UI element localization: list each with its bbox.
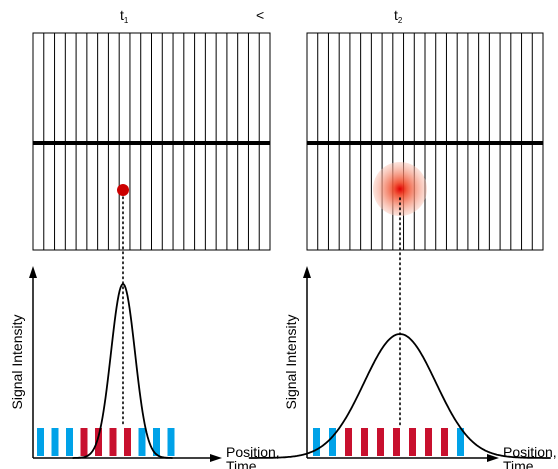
x-axis-label: Position, Time <box>503 444 558 469</box>
time-label-t2: t2 <box>394 7 403 25</box>
time-label-t1: t1 <box>120 7 129 25</box>
signal-graph-1: Signal Intensity Position, Time <box>9 266 284 469</box>
signal-bar-red <box>345 428 352 456</box>
x-axis-label-line2: Time <box>503 458 534 469</box>
diffused-glow <box>373 162 427 216</box>
x-axis-label-line1: Position, <box>226 444 280 460</box>
signal-bars <box>313 428 464 456</box>
y-axis-label: Signal Intensity <box>9 315 25 410</box>
signal-bar-red <box>425 428 432 456</box>
grid-panel-1 <box>32 32 271 251</box>
particle-dot <box>117 184 129 196</box>
x-axis-label-line1: Position, <box>503 444 557 460</box>
signal-bar-blue <box>51 428 59 456</box>
signal-bar-blue <box>329 428 336 456</box>
signal-graph-2: Signal Intensity Position, Time <box>248 266 558 469</box>
signal-bar-blue <box>457 428 464 456</box>
signal-bar-blue <box>37 428 44 456</box>
comparison-sign: < <box>256 7 264 23</box>
signal-bar-blue <box>138 428 146 456</box>
signal-bar-blue <box>313 428 320 456</box>
signal-bar-blue <box>167 428 175 456</box>
signal-bar-red <box>393 428 400 456</box>
signal-bar-red <box>361 428 368 456</box>
y-axis-arrow <box>29 266 37 278</box>
signal-bar-red <box>409 428 416 456</box>
signal-bars <box>37 428 175 456</box>
signal-bar-red <box>124 428 131 456</box>
x-axis-label: Position, Time <box>226 444 284 469</box>
y-axis-label: Signal Intensity <box>283 315 299 410</box>
x-axis-arrow <box>210 454 222 462</box>
signal-bar-red <box>95 428 102 456</box>
grid-panel-2 <box>306 32 544 251</box>
signal-bar-blue <box>153 428 160 456</box>
y-axis-arrow <box>303 266 311 278</box>
signal-bar-red <box>441 428 448 456</box>
signal-bar-red <box>109 428 117 456</box>
signal-bar-red <box>377 428 384 456</box>
signal-curve <box>72 283 173 459</box>
x-axis-label-line2: Time <box>226 458 257 469</box>
signal-curve <box>248 333 551 459</box>
x-axis-arrow <box>487 454 499 462</box>
signal-bar-red <box>80 428 88 456</box>
signal-bar-blue <box>66 428 73 456</box>
